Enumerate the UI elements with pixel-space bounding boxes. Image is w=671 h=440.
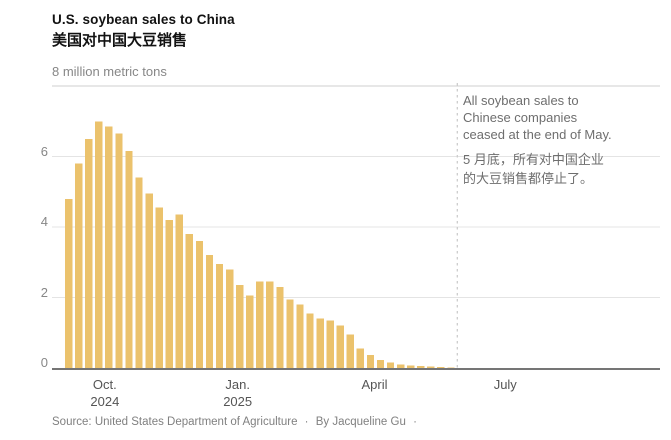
bar-week-30 — [356, 348, 365, 368]
bar-week-25 — [306, 313, 314, 368]
bar-week-4 — [95, 121, 103, 368]
source-note: Source: United States Department of Agri… — [52, 416, 298, 428]
bar-week-17 — [225, 269, 234, 368]
y-tick-label-6: 6 — [40, 143, 48, 159]
x-tick-label-oct: Oct. 2024 — [90, 377, 120, 409]
x-tick-label-july: July — [493, 377, 517, 392]
bar-week-36 — [417, 366, 425, 368]
x-tick-sublabel-year: 2024 — [90, 394, 120, 409]
bar-week-35 — [407, 365, 415, 368]
bar-week-15 — [205, 255, 214, 368]
bar-week-2 — [75, 163, 83, 368]
chart-subtitle-chinese: 美国对中国大豆销售 — [52, 32, 188, 49]
bar-week-11 — [165, 219, 173, 368]
x-tick-label-april: April — [361, 377, 388, 392]
bar-week-38 — [437, 366, 445, 368]
byline: By Jacqueline Gu — [315, 416, 406, 428]
bar-week-5 — [105, 126, 113, 368]
y-tick-label-0: 0 — [40, 355, 48, 370]
bar-week-8 — [135, 177, 143, 368]
bar-week-31 — [366, 354, 375, 368]
bar-week-18 — [236, 285, 244, 368]
bar-week-6 — [115, 133, 123, 368]
x-tick-sublabel-year: 2025 — [223, 394, 253, 409]
bar-week-1 — [65, 198, 73, 368]
bar-week-20 — [256, 281, 264, 368]
bar-week-3 — [85, 138, 93, 369]
chart-title: U.S. soybean sales to China — [52, 12, 235, 27]
bar-week-27 — [326, 320, 334, 368]
bar-week-26 — [316, 318, 324, 368]
y-tick-label-4: 4 — [40, 214, 48, 229]
annotation-text-english: All soybean sales to Chinese companies c… — [463, 93, 612, 142]
bar-week-39 — [447, 367, 455, 368]
bar-week-12 — [175, 214, 183, 368]
event-annotation: All soybean sales to Chinese companies c… — [463, 92, 648, 188]
trailing-dot: · — [413, 416, 417, 428]
bar-week-29 — [346, 334, 354, 368]
bar-week-28 — [336, 325, 344, 368]
source-line: Source: United States Department of Agri… — [52, 416, 421, 428]
bar-week-7 — [125, 151, 133, 368]
bar-week-10 — [155, 207, 163, 368]
bar-week-32 — [376, 359, 385, 368]
bar-week-24 — [296, 304, 304, 368]
bar-week-23 — [286, 299, 294, 368]
bar-week-37 — [427, 366, 435, 368]
separator-dot: · — [304, 416, 309, 428]
annotation-text-chinese: 5 月底，所有对中国企业 的大豆销售都停止了。 — [463, 152, 604, 186]
bar-week-9 — [145, 193, 153, 368]
bar-week-34 — [396, 364, 405, 368]
y-axis-unit-label: 8 million metric tons — [52, 64, 167, 79]
bar-week-13 — [185, 234, 194, 368]
y-tick-label-2: 2 — [40, 284, 48, 300]
bar-week-33 — [386, 362, 395, 368]
bar-week-19 — [246, 295, 254, 368]
bar-week-14 — [195, 241, 204, 368]
x-tick-label-jan: Jan. 2025 — [223, 377, 253, 409]
bar-week-22 — [276, 286, 284, 368]
bar-week-21 — [266, 281, 274, 368]
bar-week-16 — [215, 264, 224, 368]
